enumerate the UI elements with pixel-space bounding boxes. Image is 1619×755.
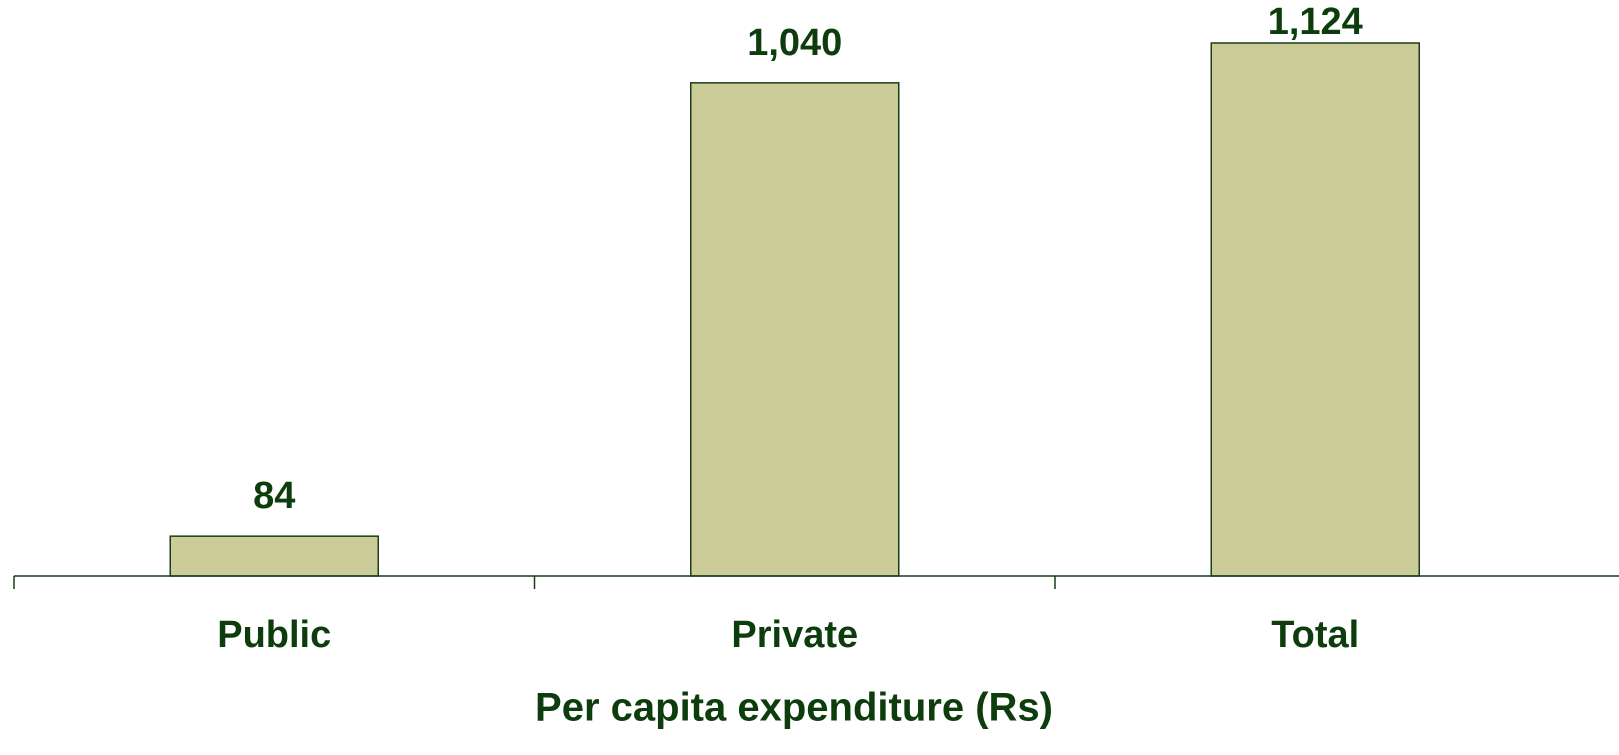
- bar: [690, 82, 900, 577]
- x-axis-title: Per capita expenditure (Rs): [535, 686, 1053, 730]
- bar: [169, 535, 379, 577]
- value-label: 1,124: [1268, 1, 1363, 43]
- x-tick-label: Public: [217, 614, 331, 656]
- value-label: 1,040: [747, 22, 842, 64]
- x-tick-label: Private: [731, 614, 858, 656]
- x-tick-label: Total: [1271, 614, 1359, 656]
- bar: [1210, 42, 1420, 577]
- value-label: 84: [253, 475, 295, 517]
